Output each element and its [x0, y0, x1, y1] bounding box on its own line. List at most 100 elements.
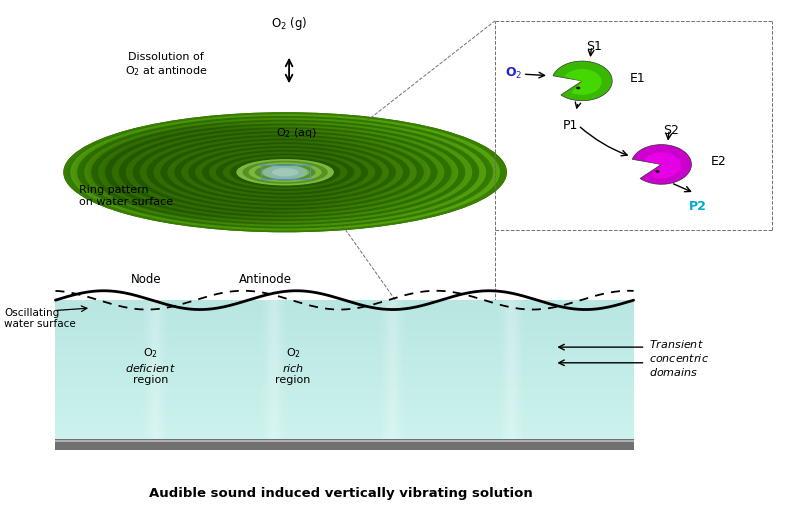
Bar: [499, 300, 501, 441]
Ellipse shape: [78, 116, 493, 229]
Bar: [282, 300, 284, 441]
Bar: [408, 300, 409, 441]
Bar: [165, 300, 166, 441]
Text: S1: S1: [586, 41, 602, 53]
Wedge shape: [644, 152, 681, 179]
Bar: [263, 300, 265, 441]
Ellipse shape: [167, 140, 403, 204]
Bar: [502, 300, 504, 441]
Ellipse shape: [202, 150, 368, 195]
Bar: [154, 300, 156, 441]
Bar: [279, 300, 280, 441]
Bar: [253, 300, 254, 441]
Bar: [55, 328, 634, 330]
Ellipse shape: [279, 171, 291, 174]
Bar: [55, 394, 634, 395]
Ellipse shape: [263, 165, 307, 180]
Ellipse shape: [249, 162, 322, 182]
Bar: [514, 300, 516, 441]
Bar: [392, 300, 394, 441]
Bar: [55, 372, 634, 374]
Bar: [508, 300, 509, 441]
Bar: [166, 300, 168, 441]
Bar: [55, 332, 634, 334]
Ellipse shape: [154, 137, 417, 208]
Bar: [380, 300, 382, 441]
Ellipse shape: [126, 129, 444, 216]
Bar: [55, 409, 634, 411]
Bar: [55, 420, 634, 422]
Ellipse shape: [223, 156, 348, 189]
Bar: [55, 414, 634, 417]
Bar: [382, 300, 383, 441]
Bar: [144, 300, 146, 441]
Bar: [175, 300, 177, 441]
Bar: [55, 440, 634, 442]
Bar: [169, 300, 170, 441]
Ellipse shape: [174, 143, 396, 202]
Text: O$_2$ (g): O$_2$ (g): [271, 15, 307, 32]
Bar: [268, 300, 270, 441]
Bar: [151, 300, 153, 441]
Bar: [266, 300, 268, 441]
Bar: [55, 355, 634, 357]
Bar: [55, 400, 634, 402]
Bar: [55, 353, 634, 355]
Bar: [140, 300, 141, 441]
Bar: [406, 300, 408, 441]
Bar: [55, 417, 634, 418]
Bar: [523, 300, 524, 441]
Bar: [149, 300, 150, 441]
Bar: [379, 300, 380, 441]
Bar: [55, 305, 634, 307]
Bar: [495, 300, 497, 441]
Bar: [55, 397, 634, 399]
Text: Dissolution of
O$_2$ at antinode: Dissolution of O$_2$ at antinode: [125, 52, 208, 78]
Ellipse shape: [267, 168, 303, 177]
Ellipse shape: [250, 163, 320, 182]
Text: O$_2$: O$_2$: [505, 66, 523, 80]
Bar: [173, 300, 175, 441]
Ellipse shape: [63, 112, 507, 232]
Bar: [405, 300, 406, 441]
Bar: [55, 388, 634, 390]
Bar: [531, 300, 533, 441]
Bar: [55, 386, 634, 388]
Bar: [260, 300, 261, 441]
Ellipse shape: [98, 122, 472, 223]
Ellipse shape: [105, 124, 466, 221]
Bar: [55, 357, 634, 358]
Bar: [133, 300, 134, 441]
Bar: [55, 341, 634, 342]
Bar: [507, 300, 508, 441]
Ellipse shape: [119, 127, 451, 217]
Bar: [55, 318, 634, 319]
Bar: [162, 300, 163, 441]
Bar: [390, 300, 392, 441]
Text: P2: P2: [689, 200, 707, 212]
Bar: [280, 300, 282, 441]
Bar: [55, 399, 634, 400]
Bar: [254, 300, 256, 441]
Bar: [501, 300, 502, 441]
Bar: [55, 369, 634, 371]
Bar: [516, 300, 518, 441]
Ellipse shape: [244, 161, 327, 184]
Bar: [265, 300, 266, 441]
Bar: [55, 427, 634, 429]
Bar: [55, 327, 634, 328]
Ellipse shape: [132, 131, 438, 213]
Bar: [525, 300, 527, 441]
Bar: [289, 300, 291, 441]
Bar: [376, 300, 378, 441]
Bar: [163, 300, 165, 441]
Bar: [55, 418, 634, 420]
Bar: [55, 381, 634, 383]
Bar: [490, 300, 492, 441]
Bar: [55, 334, 634, 336]
Ellipse shape: [236, 159, 334, 185]
Bar: [493, 300, 495, 441]
Bar: [399, 300, 401, 441]
Bar: [55, 422, 634, 423]
Bar: [142, 300, 143, 441]
